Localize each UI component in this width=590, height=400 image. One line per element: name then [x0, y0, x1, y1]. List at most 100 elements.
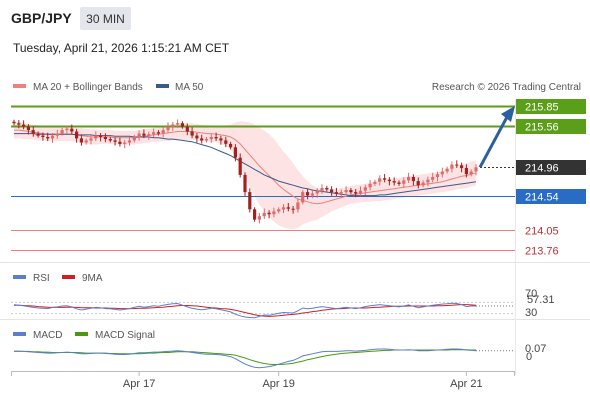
- candle-body: [296, 202, 300, 210]
- ma50-legend-swatch: [156, 84, 169, 88]
- candle: [55, 129, 59, 139]
- rsi-value-label: 57.31: [527, 294, 555, 306]
- candle-body: [339, 192, 343, 194]
- candle: [209, 133, 213, 143]
- candle-body: [166, 126, 170, 131]
- candle: [281, 204, 286, 214]
- candle-body: [450, 164, 454, 169]
- rsi-legend-label: RSI: [33, 273, 50, 284]
- candle-body: [70, 128, 74, 132]
- candle: [277, 207, 281, 214]
- candle: [354, 189, 358, 198]
- candle-body: [22, 124, 26, 127]
- timeframe-button[interactable]: 30 MIN: [80, 7, 131, 30]
- candle: [243, 172, 247, 197]
- candle-body: [334, 192, 338, 194]
- candle-body: [200, 138, 204, 141]
- candle: [118, 137, 122, 147]
- candle-body: [65, 128, 69, 131]
- candle: [75, 128, 79, 143]
- candle-body: [354, 192, 358, 194]
- level-label-bg-pivot: [516, 189, 586, 204]
- candle: [127, 136, 132, 146]
- candle-body: [142, 133, 146, 136]
- ma50-legend-label: MA 50: [175, 82, 204, 93]
- candle-body: [407, 177, 411, 181]
- projection-arrow-head: [501, 106, 515, 122]
- candle-body: [50, 135, 55, 139]
- candle: [358, 186, 363, 197]
- candle: [296, 198, 300, 213]
- candle: [286, 203, 290, 212]
- candle-body: [55, 133, 59, 136]
- candle: [84, 138, 88, 145]
- candle-body: [99, 135, 103, 137]
- candle-body: [310, 193, 314, 196]
- candle: [306, 189, 310, 200]
- chart-header: GBP/JPY 30 MIN Tuesday, April 21, 2026 1…: [0, 0, 590, 70]
- level-label-pivot: 214.54: [525, 192, 559, 204]
- candle: [152, 128, 156, 138]
- candle-body: [219, 138, 223, 141]
- candle-body: [209, 137, 213, 140]
- candle: [267, 210, 271, 219]
- level-label-support: 213.76: [525, 246, 559, 258]
- candle-body: [243, 174, 247, 193]
- level-label-resistance: 215.56: [525, 122, 559, 134]
- ma20-legend-label: MA 20 + Bollinger Bands: [33, 82, 143, 93]
- candle-body: [214, 137, 218, 139]
- candle-body: [36, 133, 40, 136]
- level-label-resistance: 215.85: [525, 102, 559, 114]
- candle-body: [325, 188, 329, 190]
- candle: [46, 132, 50, 141]
- candle-body: [185, 126, 189, 132]
- candle: [65, 125, 69, 134]
- candle: [330, 186, 334, 196]
- candle-body: [378, 178, 382, 182]
- candle: [397, 180, 401, 186]
- candle-body: [469, 171, 473, 175]
- candle-body: [431, 177, 435, 180]
- candle-body: [262, 212, 266, 217]
- candle-body: [233, 147, 237, 158]
- rsi-upper-label: 70: [525, 288, 537, 300]
- candle-body: [349, 190, 353, 193]
- candle-body: [123, 142, 127, 144]
- macd-line: [14, 348, 477, 369]
- candle-body: [60, 130, 64, 134]
- candle: [229, 141, 233, 150]
- macd-signal-legend-label: MACD Signal: [95, 330, 155, 341]
- macd-signal-line: [14, 349, 476, 365]
- candle: [70, 124, 74, 135]
- candle-body: [180, 123, 184, 127]
- candle: [26, 124, 30, 135]
- candle-body: [267, 212, 271, 215]
- candle-body: [84, 140, 88, 143]
- candle: [31, 126, 35, 137]
- candle: [349, 188, 353, 195]
- candle-body: [306, 192, 310, 196]
- candle: [166, 122, 170, 133]
- symbol-title: GBP/JPY: [11, 10, 72, 26]
- candle: [291, 206, 295, 214]
- candle: [344, 186, 348, 196]
- candle-body: [94, 135, 98, 139]
- candle: [320, 184, 324, 194]
- candle: [137, 130, 141, 141]
- candle-body: [383, 178, 387, 180]
- candle: [123, 139, 127, 149]
- candle-body: [12, 121, 16, 124]
- candle: [445, 166, 449, 174]
- candle-body: [291, 208, 295, 210]
- candle-body: [89, 138, 93, 141]
- candle-body: [373, 181, 377, 184]
- rsi-lower-label: 30: [525, 307, 537, 319]
- candle-body: [368, 183, 372, 188]
- candle-body: [301, 192, 305, 203]
- candle: [310, 189, 314, 199]
- candle: [416, 177, 420, 189]
- candle: [190, 127, 194, 139]
- candle-body: [392, 181, 396, 183]
- candle: [262, 208, 266, 219]
- candle-body: [416, 181, 420, 186]
